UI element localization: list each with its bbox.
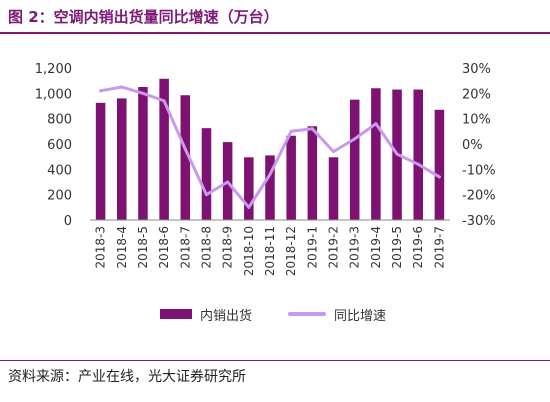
x-tick-label: 2019-7	[432, 226, 446, 269]
right-tick-label: -30%	[462, 214, 496, 229]
bar	[180, 95, 191, 220]
chart: 0 200 400 600 800 1,000 1,200 -30% -20% -10% 0% 10…	[35, 62, 496, 276]
x-tick-label: 2019-1	[305, 226, 319, 269]
right-tick-label: 10%	[462, 113, 491, 128]
line-point	[183, 147, 187, 151]
right-tick-label: 30%	[462, 62, 491, 77]
bar	[95, 102, 106, 220]
line-series	[99, 85, 441, 209]
bar	[138, 87, 148, 220]
legend-label-bar: 内销出货	[200, 308, 253, 324]
right-tick-label: -10%	[462, 163, 496, 178]
x-tick-label: 2018-8	[199, 226, 213, 269]
bar	[201, 128, 212, 220]
line-point	[247, 205, 251, 209]
line-point	[268, 172, 272, 176]
source-note: 资料来源：产业在线，光大证券研究所	[8, 369, 246, 385]
line-point	[120, 85, 124, 89]
left-tick-label: 400	[47, 163, 72, 178]
right-tick-label: -20%	[462, 189, 496, 204]
line-point	[310, 127, 314, 131]
line-point	[141, 91, 145, 95]
left-tick-label: 1,000	[35, 87, 72, 102]
bar	[159, 78, 169, 220]
bar	[371, 88, 381, 220]
bar	[265, 155, 275, 220]
line-point	[353, 137, 357, 141]
line-point	[437, 175, 441, 179]
line-point	[226, 180, 230, 184]
x-tick-label: 2018-7	[178, 226, 192, 269]
bar	[244, 157, 254, 220]
left-tick-label: 200	[47, 189, 72, 204]
line-point	[395, 152, 399, 156]
title-divider	[0, 32, 550, 34]
bar	[413, 89, 423, 221]
x-tick-label: 2018-3	[94, 226, 108, 269]
line-point	[162, 99, 166, 103]
line-point	[332, 150, 336, 154]
legend: 内销出货 同比增速	[160, 304, 422, 324]
bar	[117, 98, 127, 220]
line-point	[204, 193, 208, 197]
line-point	[99, 89, 103, 93]
source-divider	[0, 360, 550, 361]
line-point	[289, 129, 293, 133]
chart-title: 图 2：空调内销出货量同比增速（万台）	[8, 8, 279, 26]
bar-series	[95, 78, 445, 221]
bar	[434, 109, 445, 220]
left-axis: 0 200 400 600 800 1,000 1,200	[35, 62, 72, 229]
x-axis: 2018-3 2018-4 2018-5 2018-6 2018-7 2018-8 2018…	[90, 219, 450, 276]
right-axis: -30% -20% -10% 0% 10% 20% 30%	[462, 62, 496, 229]
x-tick-label: 2018-6	[157, 226, 171, 269]
left-tick-label: 1,200	[35, 62, 72, 77]
x-tick-label: 2019-6	[411, 226, 425, 269]
left-tick-label: 800	[47, 113, 72, 128]
right-tick-label: 20%	[462, 87, 491, 102]
legend-label-line: 同比增速	[334, 308, 387, 324]
bar	[307, 126, 318, 220]
x-tick-label: 2019-3	[348, 226, 362, 269]
left-tick-label: 0	[64, 214, 72, 229]
x-tick-label: 2018-11	[263, 226, 277, 276]
x-tick-label: 2019-2	[327, 226, 341, 269]
x-tick-label: 2018-10	[242, 226, 256, 276]
bar	[286, 135, 296, 220]
x-tick-label: 2018-12	[284, 226, 298, 276]
left-tick-label: 600	[47, 138, 72, 153]
legend-line-swatch	[288, 312, 327, 316]
x-tick-label: 2018-4	[115, 226, 129, 269]
x-tick-label: 2019-4	[369, 226, 383, 269]
legend-item-line: 同比增速	[288, 305, 386, 324]
x-tick-label: 2018-9	[221, 226, 235, 269]
bar	[328, 157, 339, 220]
x-tick-label: 2018-5	[136, 226, 150, 269]
right-tick-label: 0%	[462, 138, 483, 153]
bar	[349, 99, 360, 220]
legend-item-bar: 内销出货	[160, 305, 252, 324]
line-point	[374, 122, 378, 126]
legend-bar-swatch	[160, 309, 192, 319]
line-point	[416, 162, 420, 166]
x-tick-label: 2019-5	[390, 226, 404, 269]
